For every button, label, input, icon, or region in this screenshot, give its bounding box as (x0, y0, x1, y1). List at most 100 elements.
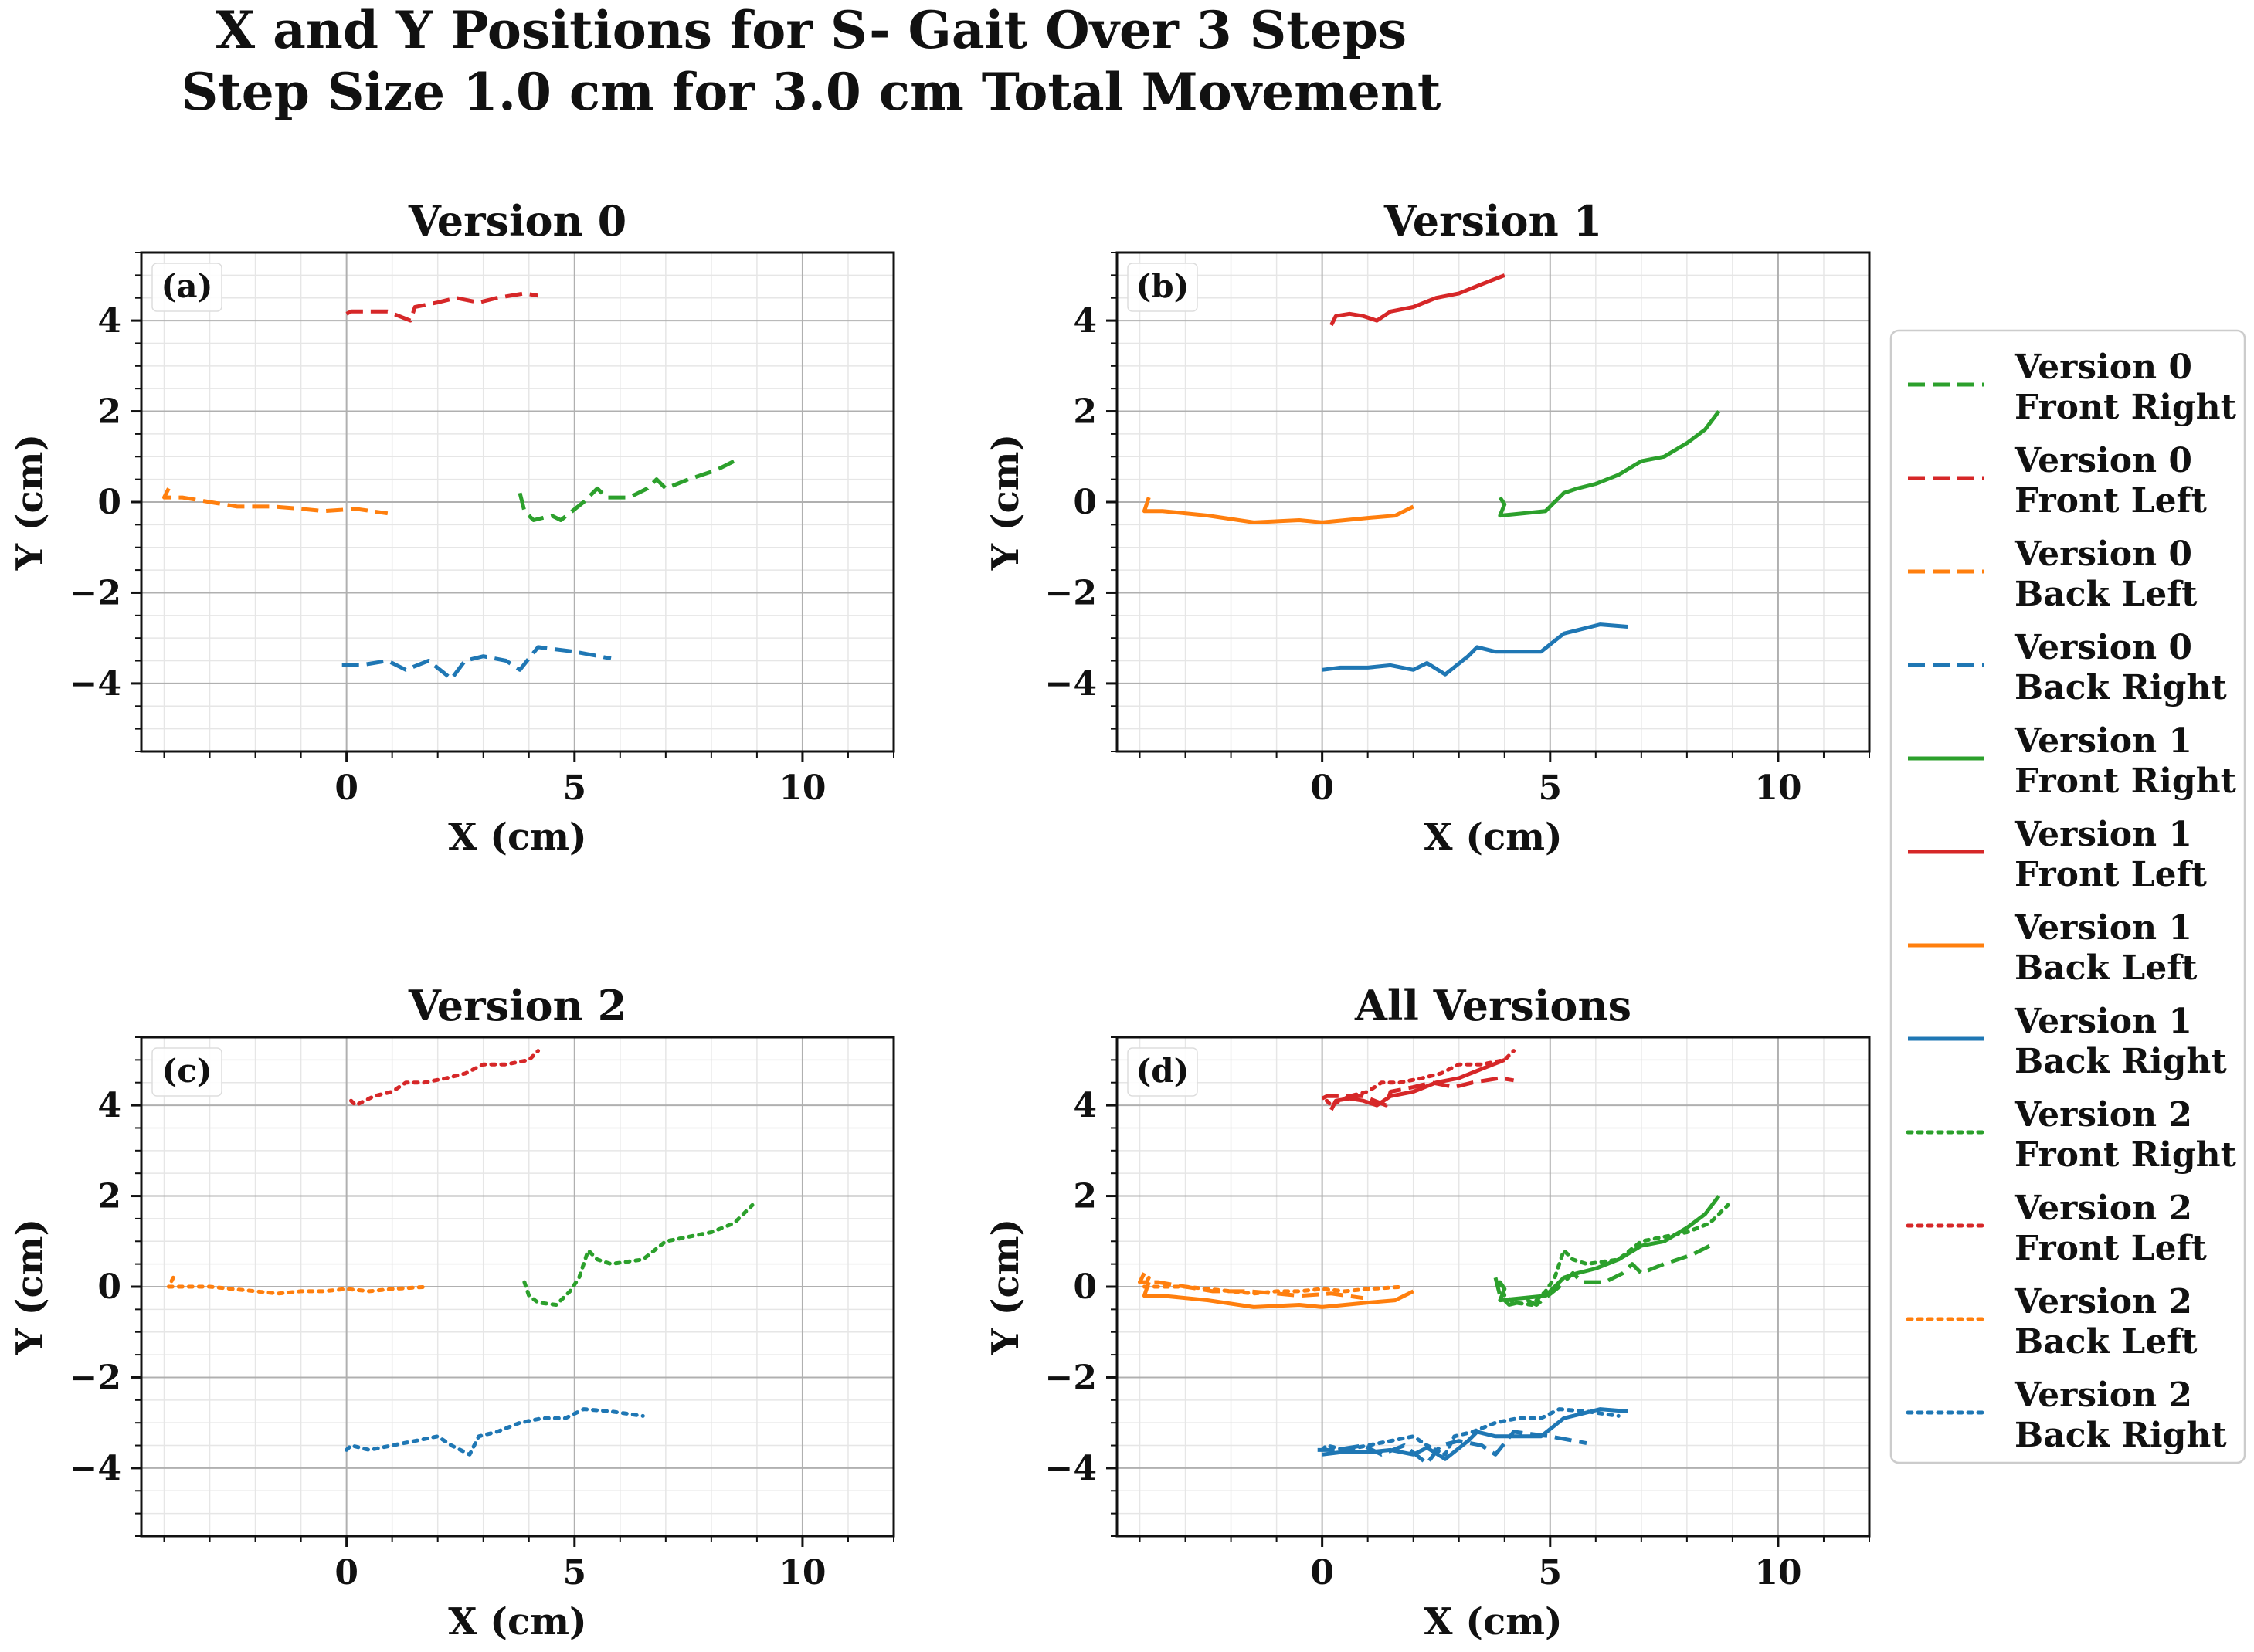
panel-title: Version 2 (408, 981, 626, 1030)
y-axis-label: Y (cm) (984, 1219, 1027, 1355)
legend-label-version: Version 2 (2014, 1095, 2192, 1135)
y-axis-label: Y (cm) (984, 434, 1027, 571)
panel-version-2: Version 2 Version 2 Front Right Version 2 … (8, 981, 895, 1644)
series-line: Version 2 Back Right (345, 1407, 645, 1457)
x-tick-label: 5 (1538, 1553, 1562, 1593)
legend-label-leg: Back Left (2015, 575, 2198, 614)
x-axis-label: X (cm) (1424, 816, 1562, 859)
y-tick-label: 4 (1073, 1086, 1097, 1125)
legend-label-leg: Front Left (2015, 855, 2207, 894)
legend-label-leg: Front Right (2015, 1135, 2237, 1175)
series-line: Version 1 Front Left (1329, 273, 1505, 327)
series-line: Version 1 Back Left (1142, 497, 1414, 524)
panel-version-1: Version 1 Version 1 Front Right Version 1 … (984, 196, 1871, 859)
panel-title: Version 1 (1383, 196, 1602, 246)
legend-label-version: Version 0 (2014, 441, 2192, 480)
y-tick-label: 4 (97, 1086, 121, 1125)
x-axis-label: X (cm) (448, 1600, 586, 1644)
y-tick-label: −4 (70, 1449, 121, 1488)
y-tick-label: 4 (97, 301, 121, 341)
legend-label-leg: Back Left (2015, 948, 2198, 988)
y-tick-label: 0 (1073, 1267, 1097, 1307)
series-line: Version 1 Back Right (1322, 622, 1628, 677)
series-line: Version 1 Front Right (1498, 409, 1721, 518)
y-tick-label: −2 (1045, 1358, 1097, 1397)
series-line: Version 2 Front Right (522, 1203, 755, 1307)
series-line: Version 0 Back Left (1138, 1272, 1364, 1301)
legend-label-version: Version 2 (2014, 1282, 2192, 1321)
figure-title-line1: X and Y Positions for S- Gait Over 3 Ste… (216, 0, 1407, 60)
series-line: Version 2 Back Left (166, 1275, 431, 1296)
legend-label-leg: Front Right (2015, 388, 2237, 427)
panel-label: (d) (1135, 1052, 1189, 1090)
legend-label-version: Version 2 (2014, 1189, 2192, 1228)
series-line: Version 1 Back Right (1322, 1407, 1628, 1461)
series-line: Version 1 Back Left (1142, 1281, 1414, 1309)
series-line: Version 0 Back Right (1317, 1430, 1587, 1466)
legend-label-version: Version 1 (2014, 721, 2192, 761)
legend-label-leg: Back Right (2015, 668, 2227, 707)
y-tick-label: −4 (1045, 664, 1097, 704)
legend-label-leg: Front Right (2015, 762, 2237, 801)
y-tick-label: 2 (1073, 392, 1097, 432)
y-tick-label: 2 (97, 392, 121, 432)
series-line: Version 0 Front Right (518, 459, 735, 522)
x-tick-label: 5 (562, 768, 586, 808)
y-tick-label: 0 (1073, 483, 1097, 522)
series-line: Version 0 Back Right (341, 645, 612, 681)
series-line: Version 2 Front Left (349, 1049, 541, 1108)
legend-label-leg: Back Right (2015, 1416, 2227, 1455)
y-tick-label: 4 (1073, 301, 1097, 341)
legend-label-version: Version 0 (2014, 534, 2192, 574)
panel-title: All Versions (1354, 981, 1631, 1030)
y-tick-label: −2 (70, 1358, 121, 1397)
x-tick-label: 10 (779, 768, 826, 808)
series-line: Version 2 Back Left (1142, 1275, 1407, 1296)
y-tick-label: −2 (70, 573, 121, 612)
series-line: Version 1 Front Right (1498, 1194, 1721, 1303)
panel-version-0: Version 0 Version 0 Front Right Version 0 … (8, 196, 895, 859)
legend-box (1889, 329, 2246, 1464)
panel-title: Version 0 (408, 196, 626, 246)
y-tick-label: −4 (1045, 1449, 1097, 1488)
legend-label-version: Version 0 (2014, 628, 2192, 667)
x-tick-label: 10 (1754, 768, 1801, 808)
panel-label-box (151, 263, 222, 312)
y-tick-label: 2 (97, 1177, 121, 1216)
series-line: Version 2 Front Right (1498, 1203, 1730, 1307)
legend-label-leg: Back Right (2015, 1042, 2227, 1081)
x-tick-label: 5 (1538, 768, 1562, 808)
series-line: Version 0 Back Left (162, 487, 389, 516)
y-tick-label: 2 (1073, 1177, 1097, 1216)
series-line: Version 2 Front Left (1325, 1049, 1516, 1108)
legend-label-leg: Front Left (2015, 481, 2207, 521)
series-line: Version 2 Back Right (1320, 1407, 1621, 1457)
panel-label-box (1127, 263, 1198, 312)
y-tick-label: −2 (1045, 573, 1097, 612)
x-tick-label: 0 (334, 1553, 358, 1593)
series-line: Version 0 Front Left (345, 291, 539, 323)
x-tick-label: 10 (779, 1553, 826, 1593)
legend-label-version: Version 1 (2014, 1002, 2192, 1041)
legend-label-version: Version 1 (2014, 908, 2192, 948)
y-tick-label: 0 (97, 1267, 121, 1307)
legend-label-version: Version 2 (2014, 1376, 2192, 1415)
x-axis-label: X (cm) (1424, 1600, 1562, 1644)
panel-label-box (151, 1047, 222, 1097)
panel-label: (c) (161, 1052, 212, 1090)
figure-title-line2: Step Size 1.0 cm for 3.0 cm Total Moveme… (182, 62, 1441, 122)
x-tick-label: 0 (1310, 768, 1334, 808)
x-tick-label: 5 (562, 1553, 586, 1593)
x-axis-label: X (cm) (448, 816, 586, 859)
panel-all-versions: All VersionsVersion 0 Front RightVersion… (984, 981, 1871, 1644)
x-tick-label: 0 (1310, 1553, 1334, 1593)
legend-label-version: Version 1 (2014, 815, 2192, 854)
panel-label: (b) (1135, 267, 1189, 305)
legend-label-leg: Back Left (2015, 1322, 2198, 1362)
y-tick-label: −4 (70, 664, 121, 704)
panel-label: (a) (161, 267, 213, 305)
legend-label-version: Version 0 (2014, 348, 2192, 387)
x-tick-label: 10 (1754, 1553, 1801, 1593)
